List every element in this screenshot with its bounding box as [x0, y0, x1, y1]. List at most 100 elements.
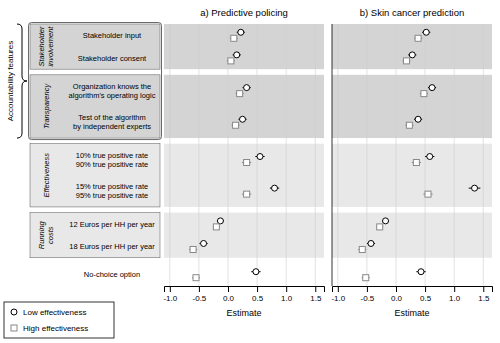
row-label: 12 Euros per HH per year — [69, 220, 155, 229]
row-label: Stakeholder input — [83, 31, 142, 40]
panel — [164, 24, 324, 286]
tick-label: 1.5 — [310, 294, 322, 303]
tick: -0.5 — [193, 286, 207, 303]
point — [413, 160, 419, 166]
grid-line — [396, 24, 397, 286]
point — [240, 116, 246, 122]
section-band — [164, 24, 324, 69]
point — [421, 91, 427, 97]
grid-line — [198, 24, 199, 286]
tick-label: -1.0 — [163, 294, 177, 303]
point — [359, 246, 365, 252]
point — [415, 116, 421, 122]
grid-line — [425, 24, 426, 286]
section-band — [332, 144, 492, 207]
point — [423, 29, 429, 35]
tick: 0.5 — [252, 286, 264, 303]
tick-label: -0.5 — [193, 294, 207, 303]
tick-mark — [228, 286, 229, 292]
point — [234, 52, 240, 58]
row-label-area: StakeholderinvolvementTransparencyEffect… — [6, 23, 162, 280]
panel-separator — [332, 24, 333, 286]
panel-title: b) Skin cancer prediction — [360, 7, 465, 18]
legend-label: High effectiveness — [23, 324, 88, 333]
tick-mark — [483, 286, 484, 292]
legend-marker — [11, 325, 17, 331]
point — [272, 185, 278, 191]
point — [403, 58, 409, 64]
tick-label: 0.5 — [420, 294, 432, 303]
point — [425, 191, 431, 197]
point — [190, 246, 196, 252]
chart: StakeholderinvolvementTransparencyEffect… — [0, 0, 500, 343]
point — [231, 35, 237, 41]
point — [363, 275, 369, 281]
tick: 1.0 — [281, 286, 293, 303]
tick-label: -0.5 — [361, 294, 375, 303]
section-band — [332, 213, 492, 258]
legend-box — [4, 302, 114, 338]
point — [418, 269, 424, 275]
point — [228, 58, 234, 64]
tick: 1.0 — [449, 286, 461, 303]
point — [383, 218, 389, 224]
tick-mark — [367, 286, 368, 292]
tick: 0.5 — [420, 286, 432, 303]
section-label: Effectiveness — [42, 153, 51, 198]
point — [253, 269, 259, 275]
tick: 0.0 — [391, 286, 403, 303]
tick-label: 0.5 — [252, 294, 264, 303]
point — [427, 154, 433, 160]
section-band — [30, 75, 160, 138]
section-band — [30, 213, 160, 258]
x-axis: -1.0-0.50.00.51.01.5 — [331, 286, 492, 303]
tick: -1.0 — [163, 286, 177, 303]
section-band — [164, 75, 324, 138]
section-label: Runningcosts — [37, 220, 55, 249]
panel-title: a) Predictive policing — [200, 7, 288, 18]
legend: Low effectiveness High effectiveness — [4, 302, 114, 338]
point — [217, 218, 223, 224]
point — [193, 275, 199, 281]
tick-mark — [338, 286, 339, 292]
row-label: 10% true positive rate90% true positive … — [76, 151, 149, 169]
tick-mark — [315, 286, 316, 292]
section-band — [164, 144, 324, 207]
point — [237, 91, 243, 97]
tick-mark — [286, 286, 287, 292]
annotation: Accountability features — [6, 41, 15, 122]
tick-label: 1.0 — [281, 294, 293, 303]
point — [233, 122, 239, 128]
tick-mark — [170, 286, 171, 292]
marks — [189, 29, 279, 280]
point — [429, 85, 435, 91]
x-axis-title: Estimate — [226, 308, 261, 318]
marks — [358, 29, 480, 280]
section-band — [164, 213, 324, 258]
panel — [332, 24, 492, 286]
row-label: Test of the algorithmby independent expe… — [73, 113, 151, 131]
grid-line — [454, 24, 455, 286]
tick: -0.5 — [361, 286, 375, 303]
x-axis: -1.0-0.50.00.51.01.5 — [163, 286, 324, 303]
legend-label: Low effectiveness — [23, 308, 86, 317]
section-label: Transparency — [42, 83, 51, 130]
point — [244, 191, 250, 197]
tick-mark — [454, 286, 455, 292]
tick-mark — [257, 286, 258, 292]
grid-line — [315, 24, 316, 286]
point — [244, 160, 250, 166]
x-axis-title: Estimate — [394, 308, 429, 318]
grid-line — [366, 24, 367, 286]
tick-mark — [199, 286, 200, 292]
grid-line — [483, 24, 484, 286]
point — [244, 85, 250, 91]
section-band — [332, 24, 492, 69]
axis-line — [165, 287, 325, 293]
row-label: Organization knows thealgorithm's operat… — [69, 82, 156, 100]
legend-marker — [11, 309, 17, 315]
tick-mark — [425, 286, 426, 292]
tick-mark — [396, 286, 397, 292]
section-band — [332, 75, 492, 138]
point — [406, 122, 412, 128]
